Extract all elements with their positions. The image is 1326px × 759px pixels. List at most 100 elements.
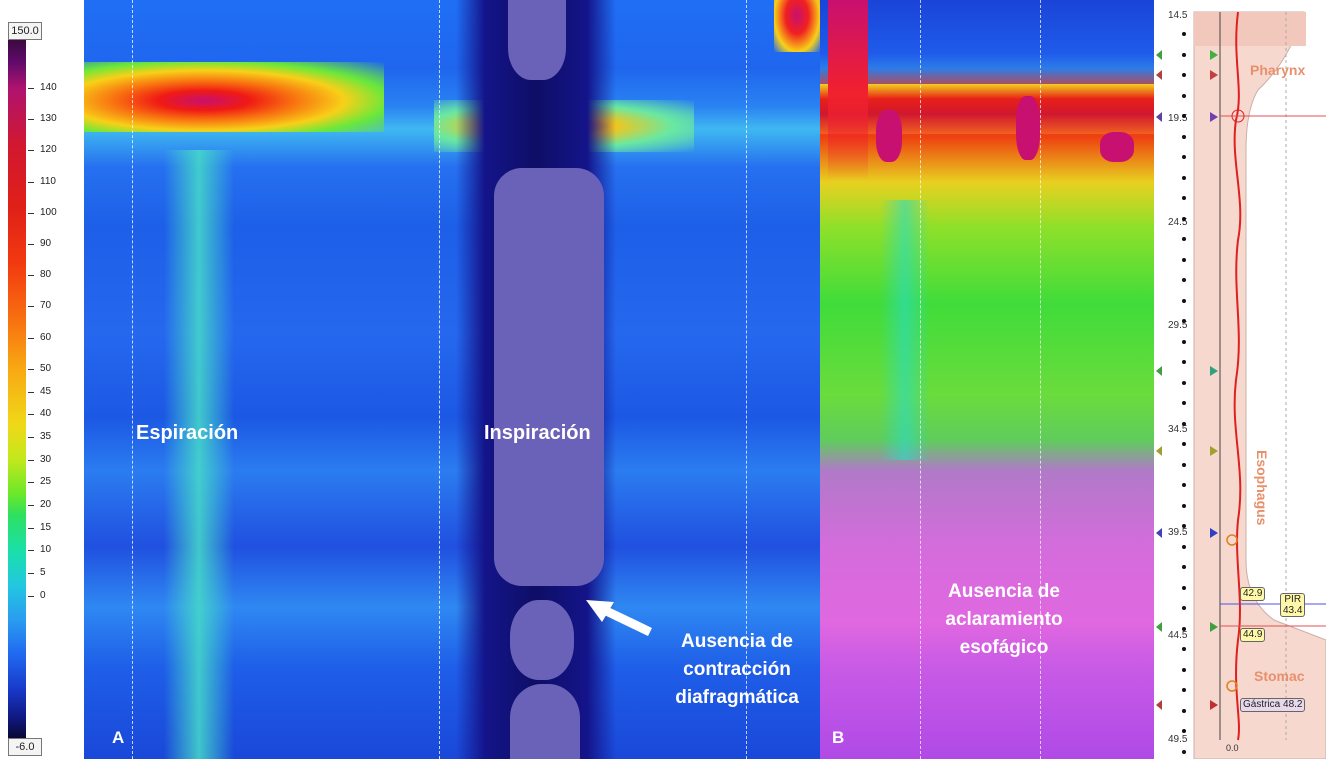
esophagus-label: Esophagus — [1254, 450, 1270, 526]
marker-right-3 — [1210, 112, 1218, 122]
position-label: 49.5 — [1168, 733, 1188, 745]
scale-tick-label: 30 — [40, 454, 52, 465]
color-gradient-bar — [8, 40, 26, 739]
arrow-icon — [586, 600, 652, 637]
scale-tick-mark — [28, 213, 34, 214]
guide-line-a2 — [439, 0, 440, 759]
sensor-dot — [1182, 483, 1186, 487]
scale-tick-mark — [28, 414, 34, 415]
marker-right-7 — [1210, 622, 1218, 632]
scale-tick-label: 140 — [40, 82, 57, 93]
marker-left-1 — [1156, 50, 1162, 60]
scale-tick-label: 130 — [40, 113, 57, 124]
scale-min-value: -6.0 — [8, 738, 42, 756]
sensor-dot — [1182, 237, 1186, 241]
marker-right-1 — [1210, 50, 1218, 60]
negative-pressure-blob-main — [494, 168, 604, 586]
sensor-dot — [1182, 52, 1186, 57]
scale-tick-label: 110 — [40, 176, 56, 187]
pir-label: PIR — [1284, 594, 1302, 605]
marker-right-5 — [1210, 446, 1218, 456]
guide-line-b2 — [1040, 0, 1041, 759]
position-label: 39.5 — [1168, 527, 1188, 538]
sensor-dot — [1182, 667, 1186, 672]
sensor-dot — [1182, 257, 1186, 262]
topography-panel-b: Ausencia de aclaramiento esofágico B — [820, 0, 1154, 759]
scale-tick-mark — [28, 437, 34, 438]
hot-spike-b — [828, 0, 868, 180]
scale-tick-label: 45 — [40, 386, 52, 397]
sensor-dot — [1182, 93, 1186, 98]
sphincter-hot-band-b — [820, 84, 1154, 134]
cyan-streak-b — [880, 200, 930, 460]
annotation-line-3: diafragmática — [675, 687, 799, 708]
scale-tick-label: 100 — [40, 207, 57, 218]
hot-spot-b3 — [1100, 132, 1134, 162]
sensor-dot — [1182, 401, 1186, 405]
sensor-dot — [1182, 278, 1186, 282]
scale-tick-mark — [28, 244, 34, 245]
scale-tick-mark — [28, 119, 34, 120]
panel-b-letter: B — [832, 728, 845, 747]
negative-pressure-blob-top — [508, 0, 566, 80]
scale-tick-label: 15 — [40, 522, 52, 533]
panel-a-letter: A — [112, 728, 125, 747]
sensor-dot — [1182, 339, 1186, 344]
sensor-dot — [1182, 134, 1186, 139]
scale-tick-mark — [28, 573, 34, 574]
scale-tick-mark — [28, 369, 34, 370]
scale-tick-label: 35 — [40, 431, 52, 442]
hot-spot-b2 — [1016, 96, 1040, 160]
scale-tick-mark — [28, 528, 34, 529]
scale-tick-mark — [28, 150, 34, 151]
scale-tick-mark — [28, 596, 34, 597]
sensor-dot — [1182, 626, 1186, 631]
anatomy-sidebar: 14.5 19.5 24.5 29.5 34.5 39.5 44.5 49.5 Pharynx… — [1154, 0, 1326, 759]
marker-left-4 — [1156, 366, 1162, 376]
sensor-dot — [1182, 380, 1186, 385]
marker-left-3 — [1156, 112, 1162, 122]
sensor-dot — [1182, 462, 1186, 467]
sensor-dot — [1182, 524, 1186, 528]
sensor-dot — [1182, 565, 1186, 569]
sensor-dot — [1182, 73, 1186, 77]
marker-left-2 — [1156, 70, 1162, 80]
guide-line-a1 — [132, 0, 133, 759]
scale-tick-label: 20 — [40, 499, 52, 510]
marker-right-2 — [1210, 70, 1218, 80]
annotation-b-line-1: Ausencia de — [948, 581, 1060, 602]
expiration-column — [164, 150, 234, 759]
sensor-dot — [1182, 708, 1186, 713]
scale-tick-label: 5 — [40, 567, 46, 578]
sensor-dot — [1182, 155, 1186, 159]
stomach-label: Stomac — [1254, 668, 1305, 684]
sensor-dot — [1182, 647, 1186, 651]
scale-tick-mark — [28, 338, 34, 339]
hot-spot-b1 — [876, 110, 902, 162]
marker-left-6 — [1156, 528, 1162, 538]
scale-tick-mark — [28, 482, 34, 483]
scale-tick-mark — [28, 392, 34, 393]
sensor-dot — [1182, 175, 1186, 180]
position-label: 19.5 — [1168, 113, 1188, 125]
pir-tag: PIR 43.4 — [1280, 593, 1306, 617]
marker-right-6 — [1210, 528, 1218, 538]
sensor-dot — [1182, 442, 1186, 446]
scale-tick-label: 70 — [40, 300, 52, 311]
scale-tick-label: 25 — [40, 476, 52, 487]
position-label: 24.5 — [1168, 216, 1188, 228]
scale-tick-mark — [28, 88, 34, 89]
marker-left-7 — [1156, 622, 1162, 632]
position-label: 29.5 — [1168, 320, 1188, 332]
sensor-dot — [1182, 606, 1186, 610]
pressure-tag-upper: 42.9 — [1240, 587, 1266, 601]
scale-tick-mark — [28, 460, 34, 461]
diaphragm-annotation: Ausencia de contracción diafragmática — [632, 628, 820, 712]
axis-zero-label: 0.0 — [1226, 743, 1239, 753]
topography-panel-a: Espiración Inspiración Ausencia de contr… — [84, 0, 820, 759]
marker-right-8 — [1210, 700, 1218, 710]
sensor-dot — [1182, 749, 1186, 754]
guide-line-a3 — [746, 0, 747, 759]
scale-tick-label: 120 — [40, 144, 57, 155]
sensor-dot — [1182, 544, 1186, 549]
